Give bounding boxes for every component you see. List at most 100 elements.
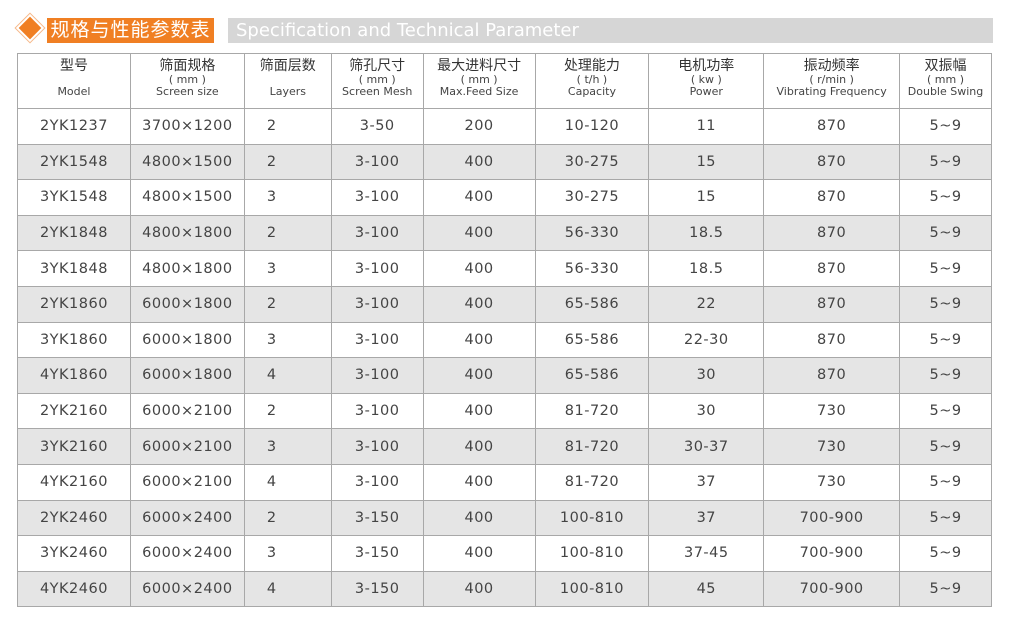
table-cell: 65-586 bbox=[534, 285, 650, 323]
table-cell: 6000×2100 bbox=[129, 392, 245, 430]
table-cell: 30 bbox=[648, 357, 765, 394]
table-cell: 18.5 bbox=[648, 250, 765, 287]
table-cell: 6000×2100 bbox=[129, 428, 245, 465]
table-cell: 100-810 bbox=[534, 499, 650, 537]
table-cell: 3-150 bbox=[330, 570, 424, 608]
header-en: Screen size bbox=[156, 85, 219, 99]
column-header: 振动频率( r/min ) Vibrating Frequency bbox=[763, 53, 901, 109]
table-row: 4YK1860 6000×1800 4 3-100 400 65-586 30 870 5~9 bbox=[17, 357, 992, 394]
header-en: Power bbox=[689, 85, 723, 99]
table-cell: 2 bbox=[243, 108, 332, 145]
table-cell: 56-330 bbox=[534, 214, 650, 252]
table-cell: 870 bbox=[763, 250, 901, 287]
diamond-icon bbox=[18, 16, 42, 40]
table-cell: 730 bbox=[763, 392, 901, 430]
table-cell: 3-100 bbox=[330, 463, 424, 501]
table-cell: 18.5 bbox=[648, 214, 765, 252]
table-cell: 37-45 bbox=[648, 535, 765, 572]
table-cell: 700-900 bbox=[763, 499, 901, 537]
table-cell: 4800×1800 bbox=[129, 250, 245, 287]
table-cell: 3YK1848 bbox=[17, 250, 131, 287]
table-cell: 45 bbox=[648, 570, 765, 608]
table-cell: 5~9 bbox=[899, 499, 992, 537]
header-cn: 双振幅 bbox=[924, 58, 967, 74]
table-cell: 3YK1548 bbox=[17, 179, 131, 216]
table-cell: 4800×1500 bbox=[129, 143, 245, 181]
table-cell: 3-100 bbox=[330, 214, 424, 252]
table-cell: 3YK2160 bbox=[17, 428, 131, 465]
table-row: 3YK2160 6000×2100 3 3-100 400 81-720 30-37 730 5… bbox=[17, 428, 992, 465]
header-unit: ( kw ) bbox=[690, 73, 722, 87]
table-cell: 870 bbox=[763, 357, 901, 394]
table-cell: 22 bbox=[648, 285, 765, 323]
table-cell: 15 bbox=[648, 179, 765, 216]
header-en: Vibrating Frequency bbox=[776, 85, 887, 99]
column-header: 双振幅( mm ) Double Swing bbox=[899, 53, 992, 109]
table-cell: 5~9 bbox=[899, 285, 992, 323]
table-cell: 3-50 bbox=[330, 108, 424, 145]
header-cn: 筛面层数 bbox=[259, 58, 316, 74]
table-cell: 3 bbox=[243, 179, 332, 216]
column-header: 型号 Model bbox=[17, 53, 131, 109]
column-header: 筛孔尺寸( mm ) Screen Mesh bbox=[330, 53, 424, 109]
table-cell: 3YK2460 bbox=[17, 535, 131, 572]
table-cell: 730 bbox=[763, 463, 901, 501]
header-en: Max.Feed Size bbox=[439, 85, 519, 99]
table-cell: 870 bbox=[763, 214, 901, 252]
table-cell: 5~9 bbox=[899, 570, 992, 608]
table-row: 2YK1860 6000×1800 2 3-100 400 65-586 22 870 5~9 bbox=[17, 285, 992, 323]
table-cell: 870 bbox=[763, 285, 901, 323]
table-cell: 400 bbox=[422, 179, 536, 216]
table-row: 3YK1860 6000×1800 3 3-100 400 65-586 22-30 870 5… bbox=[17, 321, 992, 359]
table-cell: 400 bbox=[422, 499, 536, 537]
table-cell: 400 bbox=[422, 428, 536, 465]
table-cell: 2YK1860 bbox=[17, 285, 131, 323]
table-cell: 400 bbox=[422, 570, 536, 608]
table-cell: 2 bbox=[243, 214, 332, 252]
header-en: Double Swing bbox=[907, 85, 984, 99]
table-cell: 5~9 bbox=[899, 214, 992, 252]
table-row: 3YK2460 6000×2400 3 3-150 400 100-810 37-45 700… bbox=[17, 535, 992, 572]
table-cell: 2YK2160 bbox=[17, 392, 131, 430]
table-cell: 30-37 bbox=[648, 428, 765, 465]
table-cell: 3 bbox=[243, 250, 332, 287]
table-cell: 3 bbox=[243, 321, 332, 359]
table-cell: 65-586 bbox=[534, 321, 650, 359]
table-cell: 3-100 bbox=[330, 392, 424, 430]
table-cell: 3-100 bbox=[330, 428, 424, 465]
title-en: Specification and Technical Parameter bbox=[228, 18, 993, 43]
table-cell: 6000×1800 bbox=[129, 285, 245, 323]
table-cell: 5~9 bbox=[899, 179, 992, 216]
table-row: 2YK2160 6000×2100 2 3-100 400 81-720 30 730 5~9 bbox=[17, 392, 992, 430]
header-cn: 最大进料尺寸 bbox=[437, 58, 522, 74]
table-cell: 10-120 bbox=[534, 108, 650, 145]
table-cell: 37 bbox=[648, 463, 765, 501]
table-cell: 400 bbox=[422, 321, 536, 359]
header-cn: 型号 bbox=[59, 58, 88, 74]
table-cell: 5~9 bbox=[899, 357, 992, 394]
header-cn: 处理能力 bbox=[563, 58, 620, 74]
column-header: 处理能力( t/h ) Capacity bbox=[534, 53, 650, 109]
table-cell: 2 bbox=[243, 499, 332, 537]
table-cell: 400 bbox=[422, 214, 536, 252]
table-cell: 3-100 bbox=[330, 357, 424, 394]
table-cell: 400 bbox=[422, 463, 536, 501]
header-en: Capacity bbox=[567, 85, 616, 99]
table-cell: 30 bbox=[648, 392, 765, 430]
table-cell: 4YK1860 bbox=[17, 357, 131, 394]
table-cell: 65-586 bbox=[534, 357, 650, 394]
table-cell: 870 bbox=[763, 143, 901, 181]
table-cell: 5~9 bbox=[899, 321, 992, 359]
table-cell: 400 bbox=[422, 392, 536, 430]
table-cell: 700-900 bbox=[763, 570, 901, 608]
table-row: 4YK2160 6000×2100 4 3-100 400 81-720 37 730 5~9 bbox=[17, 463, 992, 501]
table-cell: 400 bbox=[422, 285, 536, 323]
table-cell: 100-810 bbox=[534, 535, 650, 572]
header-unit: ( t/h ) bbox=[576, 73, 608, 87]
table-cell: 4 bbox=[243, 357, 332, 394]
table-row: 2YK2460 6000×2400 2 3-150 400 100-810 37 700-90… bbox=[17, 499, 992, 537]
table-cell: 730 bbox=[763, 428, 901, 465]
table-cell: 6000×1800 bbox=[129, 321, 245, 359]
table-cell: 5~9 bbox=[899, 250, 992, 287]
header-unit: ( mm ) bbox=[927, 73, 965, 87]
